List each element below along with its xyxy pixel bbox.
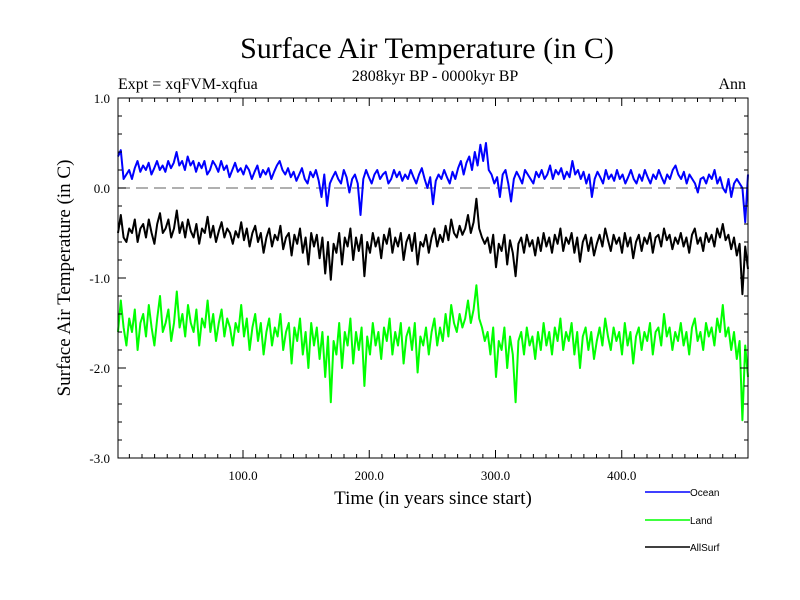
season-label: Ann xyxy=(718,76,746,93)
legend-label-ocean: Ocean xyxy=(690,488,719,499)
y-tick-label: -2.0 xyxy=(89,361,110,376)
plot-frame xyxy=(117,97,749,459)
legend-label-land: Land xyxy=(690,516,712,527)
x-tick-label: 400.0 xyxy=(607,468,636,483)
x-tick-label: 200.0 xyxy=(355,468,384,483)
legend: Ocean Land AllSurf xyxy=(645,488,720,554)
series-line-ocean xyxy=(117,142,749,224)
y-tick-label: 1.0 xyxy=(94,91,110,106)
y-tick-label: 0.0 xyxy=(94,181,110,196)
experiment-label: Expt = xqFVM-xqfua xyxy=(118,76,258,93)
x-axis-label: Time (in years since start) xyxy=(334,488,532,509)
x-axis-ticks: 100.0 200.0 300.0 400.0 xyxy=(128,98,736,483)
series-line-land xyxy=(117,284,749,422)
y-axis-ticks: 1.0 0.0 -1.0 -2.0 -3.0 xyxy=(89,91,748,466)
plot-area xyxy=(117,142,749,422)
y-tick-label: -1.0 xyxy=(89,271,110,286)
x-tick-label: 100.0 xyxy=(228,468,257,483)
y-tick-label: -3.0 xyxy=(89,451,110,466)
chart-title: Surface Air Temperature (in C) xyxy=(240,32,614,65)
y-axis-label: Surface Air Temperature (in C) xyxy=(54,160,75,397)
series-line-allsurf xyxy=(117,197,749,296)
legend-label-allsurf: AllSurf xyxy=(690,543,720,554)
chart-subtitle: 2808kyr BP - 0000kyr BP xyxy=(352,68,519,85)
x-tick-label: 300.0 xyxy=(481,468,510,483)
